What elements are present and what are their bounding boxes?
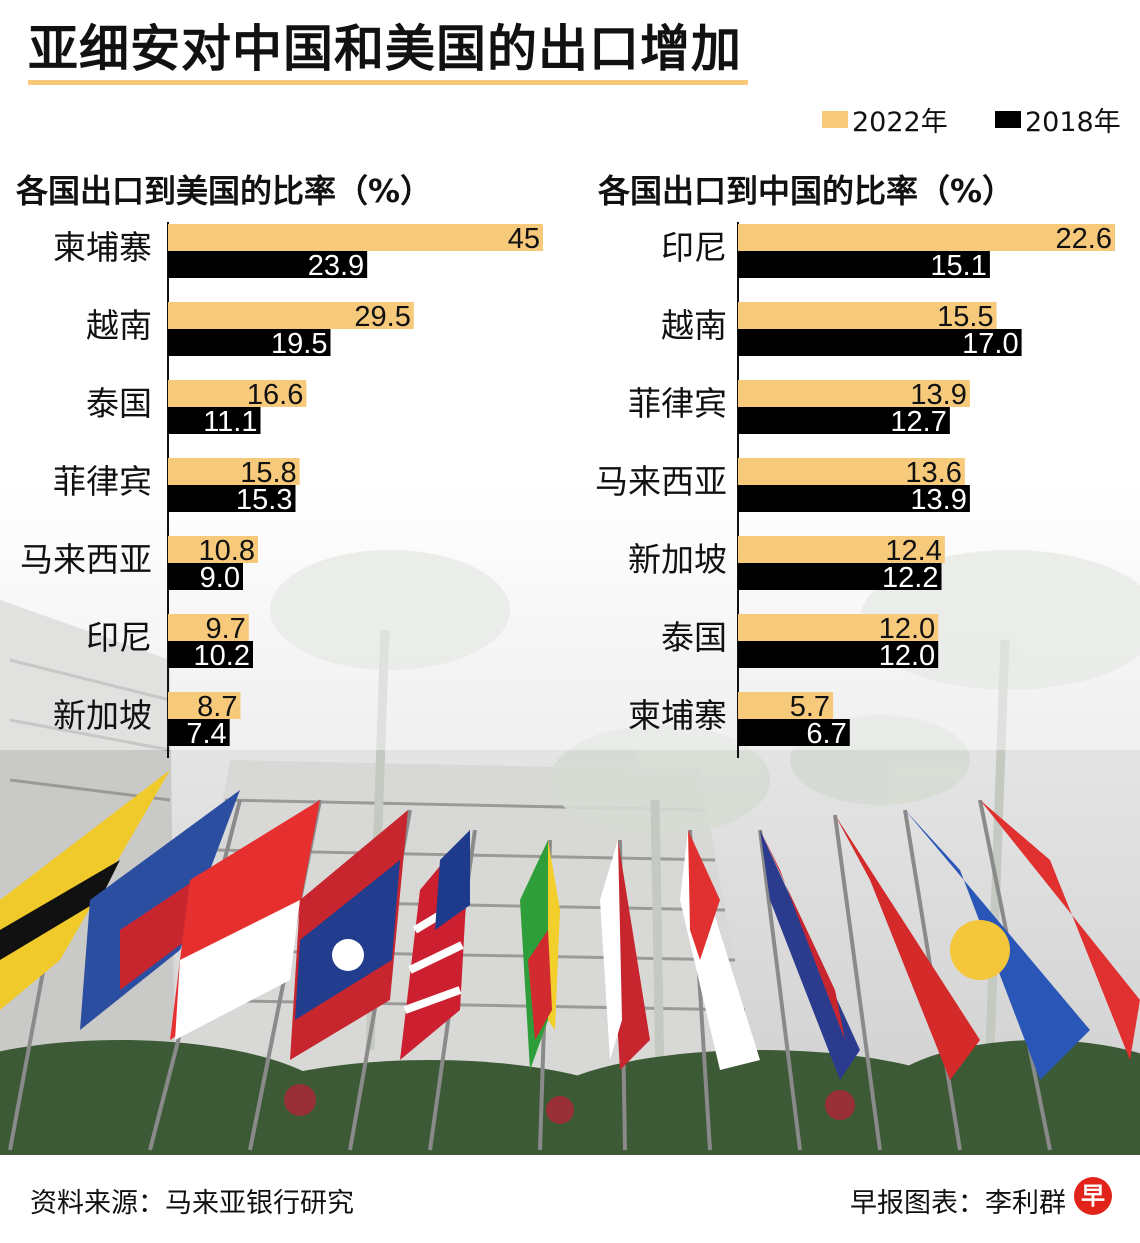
china-value-label-2018: 6.7 <box>806 718 846 750</box>
china-value-label-2018: 12.7 <box>890 406 946 438</box>
china-category-label: 柬埔寨 <box>628 696 727 735</box>
us-bar-2022 <box>168 380 307 407</box>
us-value-label-2022: 16.6 <box>247 379 303 411</box>
china-value-label-2022: 22.6 <box>1056 223 1112 255</box>
china-value-label-2022: 12.4 <box>885 535 941 567</box>
foliage <box>0 1040 1140 1155</box>
us-bar-2022 <box>168 458 300 485</box>
us-value-label-2018: 23.9 <box>308 250 364 282</box>
us-bar-2022 <box>168 692 241 719</box>
flags <box>0 770 1140 1151</box>
background-illustration <box>0 0 1140 1155</box>
us-bar-2018 <box>168 641 253 668</box>
china-value-label-2018: 12.0 <box>879 640 935 672</box>
china-bar-2022 <box>738 614 939 641</box>
credit-note: 早报图表：李利群 <box>850 1188 1066 1219</box>
china-category-label: 印尼 <box>661 228 727 267</box>
us-value-label-2018: 7.4 <box>186 718 226 750</box>
china-category-label: 泰国 <box>661 618 727 657</box>
china-bar-2018 <box>738 407 950 434</box>
us-bar-2022 <box>168 536 258 563</box>
us-bar-2018 <box>168 251 368 278</box>
us-bar-2018 <box>168 329 331 356</box>
china-value-label-2022: 12.0 <box>879 613 935 645</box>
us-value-label-2022: 8.7 <box>197 691 237 723</box>
chart-title: 亚细安对中国和美国的出口增加 <box>28 18 748 85</box>
us-value-label-2018: 19.5 <box>271 328 327 360</box>
china-bar-2022 <box>738 458 965 485</box>
us-bar-2022 <box>168 224 543 251</box>
us-chart-subtitle: 各国出口到美国的比率（%） <box>16 172 433 210</box>
legend-swatch-2022 <box>822 111 848 128</box>
us-category-label: 菲律宾 <box>53 462 152 501</box>
legend-label-2018: 2018年 <box>1025 107 1121 138</box>
us-category-label: 新加坡 <box>53 696 152 735</box>
us-bar-2018 <box>168 485 296 512</box>
china-category-label: 新加坡 <box>628 540 727 579</box>
us-category-label: 柬埔寨 <box>53 228 152 267</box>
china-bar-2022 <box>738 380 970 407</box>
zaobao-logo-icon: 早 <box>1074 1177 1112 1215</box>
legend-item-2018: 2018年 <box>995 100 1121 139</box>
us-bar-2018 <box>168 719 230 746</box>
china-chart-subtitle: 各国出口到中国的比率（%） <box>598 172 1015 210</box>
china-bar-2022 <box>738 536 945 563</box>
us-value-label-2022: 29.5 <box>354 301 410 333</box>
china-value-label-2022: 13.9 <box>910 379 966 411</box>
us-value-label-2022: 10.8 <box>199 535 255 567</box>
china-value-label-2018: 12.2 <box>882 562 938 594</box>
china-bar-2018 <box>738 251 990 278</box>
legend-swatch-2018 <box>995 111 1021 128</box>
china-bar-2018 <box>738 641 939 668</box>
us-value-label-2018: 10.2 <box>194 640 250 672</box>
china-value-label-2018: 15.1 <box>930 250 986 282</box>
us-bar-2018 <box>168 563 243 590</box>
us-value-label-2022: 9.7 <box>206 613 246 645</box>
china-bar-2018 <box>738 719 850 746</box>
china-value-label-2022: 5.7 <box>790 691 830 723</box>
legend-item-2022: 2022年 <box>822 100 948 139</box>
us-value-label-2022: 15.8 <box>240 457 296 489</box>
china-value-label-2018: 13.9 <box>910 484 966 516</box>
us-value-label-2018: 15.3 <box>236 484 292 516</box>
china-category-label: 菲律宾 <box>628 384 727 423</box>
legend-label-2022: 2022年 <box>852 107 948 138</box>
china-category-label: 马来西亚 <box>595 462 727 501</box>
us-category-label: 越南 <box>86 306 152 345</box>
us-bar-2018 <box>168 407 261 434</box>
us-category-label: 泰国 <box>86 384 152 423</box>
bar-charts: 柬埔寨 45 23.9 越南 29.5 19.5 泰国 16.611.1 菲律宾 15.815.3… <box>20 222 1115 758</box>
china-value-label-2018: 17.0 <box>962 328 1018 360</box>
us-value-label-2022: 45 <box>508 223 540 255</box>
us-category-label: 马来西亚 <box>20 540 152 579</box>
us-value-label-2018: 9.0 <box>200 562 240 594</box>
china-bar-2018 <box>738 563 942 590</box>
china-bar-2022 <box>738 224 1115 251</box>
us-value-label-2018: 11.1 <box>203 406 257 438</box>
us-bar-2022 <box>168 302 414 329</box>
china-bar-2022 <box>738 692 834 719</box>
footer: 资料来源：马来亚银行研究 早报图表：李利群 早 <box>0 1155 1140 1243</box>
china-bar-2022 <box>738 302 997 329</box>
china-value-label-2022: 13.6 <box>905 457 961 489</box>
source-note: 资料来源：马来亚银行研究 <box>30 1188 354 1219</box>
us-bar-2022 <box>168 614 249 641</box>
china-value-label-2022: 15.5 <box>937 301 993 333</box>
china-category-label: 越南 <box>661 306 727 345</box>
china-bar-2018 <box>738 329 1022 356</box>
china-bar-2018 <box>738 485 970 512</box>
us-category-label: 印尼 <box>86 618 152 657</box>
